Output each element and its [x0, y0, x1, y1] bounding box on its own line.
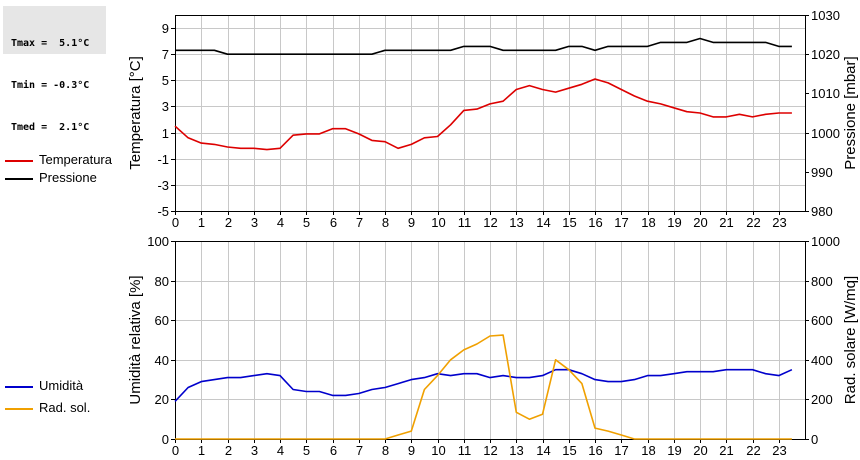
chart2-xtick-label: 10	[431, 443, 445, 458]
chart1-ylabel: Temperatura [°C]	[127, 56, 144, 170]
chart2-xtick-label: 23	[772, 443, 786, 458]
chart2-xtick-label: 2	[225, 443, 232, 458]
chart2-xtick-label: 15	[562, 443, 576, 458]
chart1-y2label: Pressione [mbar]	[842, 56, 859, 169]
chart2-ytick-label: 60	[155, 313, 169, 328]
chart2-ytick-label: 100	[147, 234, 169, 249]
chart1-ytick-label: 7	[162, 47, 169, 62]
legend-umidita-swatch	[5, 386, 33, 388]
chart1-xtick-label: 15	[562, 215, 576, 230]
chart1-xtick-label: 17	[614, 215, 628, 230]
legend-pressione-label: Pressione	[39, 170, 97, 185]
chart2-xtick-label: 7	[356, 443, 363, 458]
chart2-xtick-label: 6	[330, 443, 337, 458]
stats-tmax: Tmax = 5.1°C	[11, 38, 90, 49]
chart2-ytick-label: 0	[162, 432, 169, 447]
chart1-xtick-label: 16	[588, 215, 602, 230]
chart2-xtick-label: 4	[277, 443, 284, 458]
chart2-y2tick-label: 200	[811, 392, 833, 407]
chart2-xtick-label: 12	[483, 443, 497, 458]
chart1-xtick-label: 18	[641, 215, 655, 230]
chart1-y2tick-label: 1030	[811, 8, 840, 23]
chart2-ytick-label: 40	[155, 353, 169, 368]
chart2-y2tick-label: 400	[811, 353, 833, 368]
chart2-xtick-label: 14	[536, 443, 550, 458]
chart2-xtick-label: 0	[172, 443, 179, 458]
chart1-ytick-label: -1	[157, 152, 169, 167]
chart1-xtick-label: 11	[458, 215, 472, 230]
chart2-xtick-label: 22	[746, 443, 760, 458]
chart1-y2tick-label: 980	[811, 204, 833, 219]
chart2-xtick-label: 16	[588, 443, 602, 458]
chart1-ytick-label: -3	[157, 178, 169, 193]
chart2-series-umidit	[174, 368, 793, 402]
chart1-frame	[175, 15, 806, 212]
chart2-y2tick-label: 0	[811, 432, 818, 447]
stats-box: Tmax = 5.1°C Tmin = -0.3°C Tmed = 2.1°C	[3, 6, 106, 133]
chart1-xtick-label: 1	[198, 215, 205, 230]
chart1-xtick-label: 0	[172, 215, 179, 230]
chart2-ytick-label: 80	[155, 274, 169, 289]
chart1-ytick-label: 1	[162, 126, 169, 141]
chart1-xtick-label: 23	[772, 215, 786, 230]
chart2-xtick-label: 13	[509, 443, 523, 458]
chart2-ylabel: Umidità relativa [%]	[127, 275, 144, 404]
legend-pressione-swatch	[5, 178, 33, 180]
chart1-xtick-label: 8	[382, 215, 389, 230]
chart1-y2tick-label: 990	[811, 165, 833, 180]
chart2-xtick-label: 1	[198, 443, 205, 458]
legend-radsol-label: Rad. sol.	[39, 400, 91, 415]
chart1-ytick-label: 9	[162, 21, 169, 36]
chart1-xtick-label: 14	[536, 215, 550, 230]
chart2-xtick-label: 3	[251, 443, 258, 458]
chart2-xtick-label: 5	[303, 443, 310, 458]
chart2-xtick-label: 9	[408, 443, 415, 458]
chart2-xtick-label: 18	[641, 443, 655, 458]
chart1-xtick-label: 13	[509, 215, 523, 230]
chart2-xtick-label: 17	[614, 443, 628, 458]
chart2-xtick-label: 8	[382, 443, 389, 458]
chart2-frame	[175, 241, 806, 440]
chart1-xtick-label: 21	[719, 215, 733, 230]
chart2-xtick-label: 19	[667, 443, 681, 458]
chart1-xtick-label: 6	[330, 215, 337, 230]
chart2-xtick-label: 20	[693, 443, 707, 458]
chart2-y2tick-label: 1000	[811, 234, 840, 249]
stats-tmin: Tmin = -0.3°C	[11, 80, 90, 91]
chart1-ytick-label: 5	[162, 73, 169, 88]
chart1-xtick-label: 4	[277, 215, 284, 230]
chart1-xtick-label: 20	[693, 215, 707, 230]
chart1-xtick-label: 2	[225, 215, 232, 230]
legend-radsol-swatch	[5, 408, 33, 410]
legend-temperatura-swatch	[5, 160, 33, 162]
chart1-xtick-label: 12	[483, 215, 497, 230]
chart2-y2label: Rad. solare [W/mq]	[842, 276, 859, 404]
chart1-xtick-label: 7	[356, 215, 363, 230]
legend-temperatura-label: Temperatura	[39, 152, 112, 167]
chart2-xtick-label: 11	[458, 443, 472, 458]
stats-tmed: Tmed = 2.1°C	[11, 122, 90, 133]
chart1-ytick-label: -5	[157, 204, 169, 219]
chart2-series-rad-sol	[175, 334, 792, 440]
chart1-xtick-label: 3	[251, 215, 258, 230]
chart1-series-pressione	[175, 37, 792, 56]
chart1-xtick-label: 9	[408, 215, 415, 230]
chart1-y2tick-label: 1010	[811, 86, 840, 101]
chart2-y2tick-label: 600	[811, 313, 833, 328]
chart1-xtick-label: 5	[303, 215, 310, 230]
legend-umidita-label: Umidità	[39, 378, 84, 393]
chart2-y2tick-label: 800	[811, 274, 833, 289]
chart1-ytick-label: 3	[162, 99, 169, 114]
chart2-xtick-label: 21	[719, 443, 733, 458]
chart1-xtick-label: 22	[746, 215, 760, 230]
chart1-y2tick-label: 1020	[811, 47, 840, 62]
chart1-xtick-label: 19	[667, 215, 681, 230]
chart1-series-temperatura	[174, 78, 792, 151]
chart1-y2tick-label: 1000	[811, 126, 840, 141]
chart1-xtick-label: 10	[431, 215, 445, 230]
chart2-ytick-label: 20	[155, 392, 169, 407]
